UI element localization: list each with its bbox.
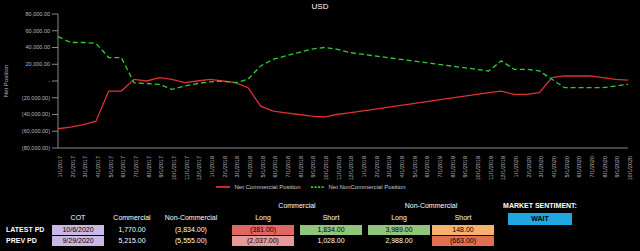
- svg-text:2/1/2017: 2/1/2017: [70, 156, 76, 177]
- svg-text:-: -: [48, 78, 50, 84]
- svg-text:20,000.00: 20,000.00: [26, 61, 50, 67]
- svg-text:1/1/2020: 1/1/2020: [513, 156, 519, 177]
- html-text:WAIT: WAIT: [531, 215, 549, 222]
- html-text:Long: Long: [255, 214, 271, 221]
- svg-text:7/1/2017: 7/1/2017: [133, 156, 139, 177]
- svg-text:4/1/2017: 4/1/2017: [95, 156, 101, 177]
- svg-text:11/1/2017: 11/1/2017: [184, 156, 190, 180]
- svg-text:(20,000.00): (20,000.00): [22, 95, 50, 101]
- html-text:PREV PD: PREV PD: [6, 237, 37, 244]
- html-text:MARKET SENTIMENT:: MARKET SENTIMENT:: [503, 202, 577, 209]
- html-text:Short: Short: [322, 214, 340, 221]
- html-text:Commercial: Commercial: [278, 202, 316, 209]
- html-text:3,989.00: 3,989.00: [385, 226, 413, 233]
- html-text:(3,834.00): (3,834.00): [175, 226, 207, 233]
- svg-text:4/1/2019: 4/1/2019: [399, 156, 405, 177]
- html-text:1,028.00: 1,028.00: [317, 237, 345, 244]
- html-text:Long: Long: [391, 214, 407, 221]
- svg-text:11/1/2019: 11/1/2019: [488, 156, 494, 180]
- svg-text:60,000.00: 60,000.00: [26, 28, 50, 34]
- html-text:5,215.00: 5,215.00: [118, 237, 146, 244]
- html-text:Non-Commercial: Non-Commercial: [404, 202, 458, 209]
- svg-text:4/1/2020: 4/1/2020: [551, 156, 557, 177]
- svg-text:5/1/2018: 5/1/2018: [260, 156, 266, 177]
- svg-text:9/1/2019: 9/1/2019: [462, 156, 468, 177]
- html-text:USD: USD: [311, 2, 329, 11]
- svg-text:8/1/2020: 8/1/2020: [602, 156, 608, 177]
- html-text:(2,037.00): (2,037.00): [247, 237, 279, 244]
- svg-text:3/1/2018: 3/1/2018: [234, 156, 240, 177]
- svg-text:6/1/2020: 6/1/2020: [576, 156, 582, 177]
- svg-text:5/1/2020: 5/1/2020: [564, 156, 570, 177]
- svg-text:8/1/2018: 8/1/2018: [298, 156, 304, 177]
- svg-text:3/1/2020: 3/1/2020: [538, 156, 544, 177]
- svg-text:(60,000.00): (60,000.00): [22, 128, 50, 134]
- svg-text:8/1/2019: 8/1/2019: [450, 156, 456, 177]
- html-text:1,770.00: 1,770.00: [118, 226, 146, 233]
- html-text:Non-Commercial: Non-Commercial: [164, 214, 218, 221]
- svg-text:10/1/2019: 10/1/2019: [475, 156, 481, 180]
- svg-text:7/1/2020: 7/1/2020: [589, 156, 595, 177]
- html-text:148.00: 148.00: [452, 226, 474, 233]
- html-text:9/29/2020: 9/29/2020: [62, 237, 94, 244]
- html-text:2,988.00: 2,988.00: [385, 237, 413, 244]
- svg-text:3/1/2017: 3/1/2017: [82, 156, 88, 177]
- html-text:(5,555.00): (5,555.00): [175, 237, 207, 244]
- svg-text:6/1/2018: 6/1/2018: [272, 156, 278, 177]
- svg-text:7/1/2018: 7/1/2018: [285, 156, 291, 177]
- svg-text:(80,000.00): (80,000.00): [22, 145, 50, 151]
- html-text:LATEST PD: LATEST PD: [6, 226, 45, 233]
- svg-text:2/1/2020: 2/1/2020: [526, 156, 532, 177]
- html-text:COT: COT: [70, 214, 86, 221]
- svg-text:1/1/2017: 1/1/2017: [57, 156, 63, 177]
- svg-text:10/1/2017: 10/1/2017: [171, 156, 177, 180]
- svg-text:40,000.00: 40,000.00: [26, 44, 50, 50]
- html-text:Net Commercial Position: Net Commercial Position: [234, 183, 301, 190]
- html-text:Commercial: Commercial: [113, 214, 151, 221]
- svg-text:12/1/2019: 12/1/2019: [500, 156, 506, 180]
- svg-text:7/1/2019: 7/1/2019: [437, 156, 443, 177]
- svg-text:9/1/2018: 9/1/2018: [310, 156, 316, 177]
- svg-text:10/1/2018: 10/1/2018: [323, 156, 329, 180]
- svg-text:Net Position: Net Position: [8, 65, 9, 97]
- svg-text:3/1/2019: 3/1/2019: [386, 156, 392, 177]
- svg-text:12/1/2018: 12/1/2018: [348, 156, 354, 180]
- html-text:1,834.00: 1,834.00: [317, 226, 345, 233]
- svg-text:11/1/2018: 11/1/2018: [336, 156, 342, 180]
- html-text:(381.00): (381.00): [250, 226, 276, 233]
- html-text:Short: Short: [454, 214, 472, 221]
- svg-text:9/1/2020: 9/1/2020: [614, 156, 620, 177]
- html-text:Net NonCommercial Position: Net NonCommercial Position: [328, 183, 406, 190]
- svg-text:80,000.00: 80,000.00: [26, 11, 50, 17]
- svg-text:2/1/2018: 2/1/2018: [222, 156, 228, 177]
- svg-text:(40,000.00): (40,000.00): [22, 111, 50, 117]
- html-text:10/6/2020: 10/6/2020: [62, 226, 94, 233]
- svg-text:12/1/2017: 12/1/2017: [196, 156, 202, 180]
- svg-text:5/1/2017: 5/1/2017: [108, 156, 114, 177]
- svg-text:6/1/2017: 6/1/2017: [120, 156, 126, 177]
- svg-text:4/1/2018: 4/1/2018: [247, 156, 253, 177]
- svg-text:10/1/2020: 10/1/2020: [627, 156, 632, 180]
- svg-text:6/1/2019: 6/1/2019: [424, 156, 430, 177]
- html-text:(663.00): (663.00): [450, 237, 476, 244]
- svg-text:1/1/2018: 1/1/2018: [209, 156, 215, 177]
- svg-text:8/1/2017: 8/1/2017: [146, 156, 152, 177]
- svg-text:5/1/2019: 5/1/2019: [412, 156, 418, 177]
- svg-text:1/1/2019: 1/1/2019: [361, 156, 367, 177]
- svg-text:9/1/2017: 9/1/2017: [158, 156, 164, 177]
- svg-text:2/1/2019: 2/1/2019: [374, 156, 380, 177]
